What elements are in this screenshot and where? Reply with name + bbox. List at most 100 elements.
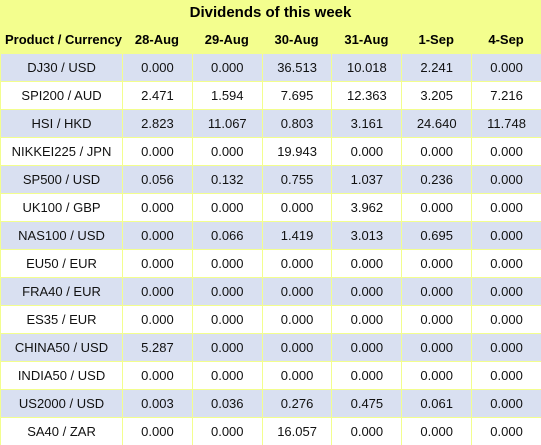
product-cell: NAS100 / USD xyxy=(0,221,123,249)
column-header: 4-Sep xyxy=(471,25,541,53)
dividend-value-cell: 0.003 xyxy=(122,389,192,417)
dividend-value-cell: 0.000 xyxy=(331,361,402,389)
dividend-value-cell: 0.000 xyxy=(401,277,472,305)
dividend-value-cell: 0.000 xyxy=(191,249,262,277)
dividend-value-cell: 0.000 xyxy=(122,305,192,333)
table-row: SP500 / USD 0.056 0.132 0.755 1.037 0.236 0.00… xyxy=(0,165,541,193)
dividend-value-cell: 0.236 xyxy=(401,165,472,193)
dividend-value-cell: 0.000 xyxy=(471,361,541,389)
table-row: EU50 / EUR 0.000 0.000 0.000 0.000 0.000 0.000 xyxy=(0,249,541,277)
product-cell: HSI / HKD xyxy=(0,109,123,137)
product-cell: DJ30 / USD xyxy=(0,53,123,81)
table-row: HSI / HKD 2.823 11.067 0.803 3.161 24.640 11.7… xyxy=(0,109,541,137)
column-header: 30-Aug xyxy=(261,25,332,53)
dividend-value-cell: 0.066 xyxy=(191,221,262,249)
dividend-value-cell: 2.471 xyxy=(122,81,192,109)
product-cell: SPI200 / AUD xyxy=(0,81,123,109)
table-row: SA40 / ZAR 0.000 0.000 16.057 0.000 0.000 0.00… xyxy=(0,417,541,445)
dividend-value-cell: 0.056 xyxy=(122,165,192,193)
dividend-value-cell: 0.000 xyxy=(122,193,192,221)
table-row: NIKKEI225 / JPN 0.000 0.000 19.943 0.000 0.00… xyxy=(0,137,541,165)
dividend-value-cell: 0.000 xyxy=(471,249,541,277)
table-row: ES35 / EUR 0.000 0.000 0.000 0.000 0.000 0.000 xyxy=(0,305,541,333)
dividend-value-cell: 2.823 xyxy=(122,109,192,137)
dividend-value-cell: 0.000 xyxy=(471,333,541,361)
dividend-value-cell: 0.000 xyxy=(122,417,192,445)
product-cell: US2000 / USD xyxy=(0,389,123,417)
dividend-value-cell: 24.640 xyxy=(401,109,472,137)
product-cell: SA40 / ZAR xyxy=(0,417,123,445)
dividend-value-cell: 0.000 xyxy=(471,137,541,165)
dividend-value-cell: 16.057 xyxy=(261,417,332,445)
column-header: 31-Aug xyxy=(331,25,402,53)
dividend-value-cell: 0.803 xyxy=(261,109,332,137)
dividend-value-cell: 0.000 xyxy=(122,277,192,305)
dividend-value-cell: 7.695 xyxy=(261,81,332,109)
product-cell: ES35 / EUR xyxy=(0,305,123,333)
product-cell: EU50 / EUR xyxy=(0,249,123,277)
table-row: SPI200 / AUD 2.471 1.594 7.695 12.363 3.205 7.… xyxy=(0,81,541,109)
dividend-value-cell: 0.000 xyxy=(331,277,402,305)
dividend-value-cell: 0.000 xyxy=(331,417,402,445)
product-cell: INDIA50 / USD xyxy=(0,361,123,389)
dividend-value-cell: 0.000 xyxy=(261,305,332,333)
dividend-value-cell: 0.036 xyxy=(191,389,262,417)
dividend-value-cell: 0.000 xyxy=(471,389,541,417)
dividend-value-cell: 0.695 xyxy=(401,221,472,249)
dividend-value-cell: 0.475 xyxy=(331,389,402,417)
dividend-value-cell: 0.276 xyxy=(261,389,332,417)
dividend-value-cell: 0.000 xyxy=(471,417,541,445)
column-header: 1-Sep xyxy=(401,25,472,53)
column-header: 28-Aug xyxy=(122,25,192,53)
table-row: INDIA50 / USD 0.000 0.000 0.000 0.000 0.000 0.… xyxy=(0,361,541,389)
dividend-value-cell: 0.000 xyxy=(122,221,192,249)
dividend-value-cell: 1.037 xyxy=(331,165,402,193)
dividend-value-cell: 0.000 xyxy=(471,53,541,81)
dividend-value-cell: 0.000 xyxy=(122,137,192,165)
dividend-value-cell: 0.000 xyxy=(261,249,332,277)
dividend-value-cell: 0.000 xyxy=(401,305,472,333)
table-row: DJ30 / USD 0.000 0.000 36.513 10.018 2.241 0.0… xyxy=(0,53,541,81)
dividend-value-cell: 7.216 xyxy=(471,81,541,109)
dividend-value-cell: 0.000 xyxy=(191,193,262,221)
dividend-value-cell: 0.000 xyxy=(122,249,192,277)
column-header: 29-Aug xyxy=(191,25,262,53)
table-row: UK100 / GBP 0.000 0.000 0.000 3.962 0.000 0.00… xyxy=(0,193,541,221)
product-cell: FRA40 / EUR xyxy=(0,277,123,305)
dividend-value-cell: 1.419 xyxy=(261,221,332,249)
dividend-value-cell: 11.067 xyxy=(191,109,262,137)
dividend-value-cell: 0.000 xyxy=(401,137,472,165)
dividend-value-cell: 0.000 xyxy=(261,277,332,305)
dividend-value-cell: 0.132 xyxy=(191,165,262,193)
dividend-value-cell: 0.000 xyxy=(331,333,402,361)
header-row: Product / Currency 28-Aug 29-Aug 30-Aug … xyxy=(0,25,541,53)
dividend-value-cell: 0.000 xyxy=(191,137,262,165)
dividend-value-cell: 0.000 xyxy=(471,165,541,193)
table-row: CHINA50 / USD 5.287 0.000 0.000 0.000 0.000 0.… xyxy=(0,333,541,361)
dividend-value-cell: 0.000 xyxy=(471,193,541,221)
dividend-value-cell: 0.000 xyxy=(401,417,472,445)
dividend-value-cell: 0.000 xyxy=(191,361,262,389)
dividend-value-cell: 3.161 xyxy=(331,109,402,137)
table-row: NAS100 / USD 0.000 0.066 1.419 3.013 0.695 0.0… xyxy=(0,221,541,249)
product-cell: UK100 / GBP xyxy=(0,193,123,221)
dividend-value-cell: 0.000 xyxy=(191,305,262,333)
dividend-value-cell: 0.000 xyxy=(331,305,402,333)
dividend-value-cell: 0.000 xyxy=(122,361,192,389)
dividend-value-cell: 3.013 xyxy=(331,221,402,249)
table-row: US2000 / USD 0.003 0.036 0.276 0.475 0.061 0.0… xyxy=(0,389,541,417)
dividend-value-cell: 0.755 xyxy=(261,165,332,193)
dividend-value-cell: 0.000 xyxy=(471,305,541,333)
dividend-value-cell: 2.241 xyxy=(401,53,472,81)
table-row: FRA40 / EUR 0.000 0.000 0.000 0.000 0.000 0.00… xyxy=(0,277,541,305)
dividend-value-cell: 3.205 xyxy=(401,81,472,109)
product-cell: NIKKEI225 / JPN xyxy=(0,137,123,165)
dividend-value-cell: 0.000 xyxy=(471,221,541,249)
dividend-value-cell: 0.000 xyxy=(191,53,262,81)
dividend-value-cell: 1.594 xyxy=(191,81,262,109)
dividend-value-cell: 36.513 xyxy=(261,53,332,81)
dividend-value-cell: 0.000 xyxy=(261,361,332,389)
dividend-value-cell: 0.000 xyxy=(331,249,402,277)
dividend-value-cell: 10.018 xyxy=(331,53,402,81)
